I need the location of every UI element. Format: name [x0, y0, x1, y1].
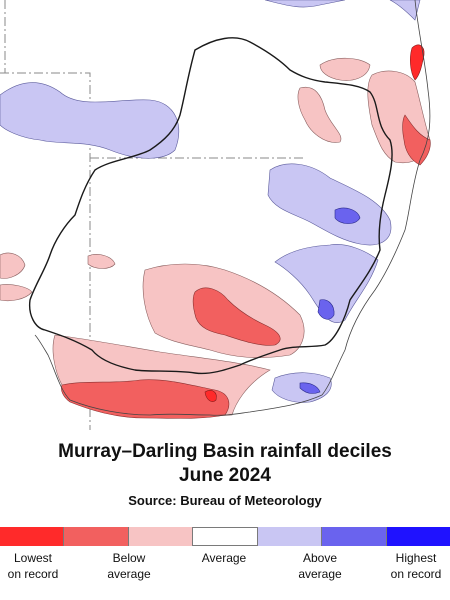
legend-label-line: Below [112, 551, 146, 565]
above-average-regions [0, 0, 421, 403]
legend-label-line: Average [201, 551, 247, 565]
basin-outline [28, 37, 393, 375]
legend-label-above: Above average [289, 550, 351, 582]
legend-label-line: on record [390, 567, 442, 581]
legend-swatch-below [128, 527, 194, 546]
legend-label-line: on record [7, 567, 59, 581]
very-much-below-regions [61, 114, 431, 419]
legend-swatch-above [257, 527, 323, 546]
legend-label-highest: Highest on record [384, 550, 448, 582]
source-credit: Source: Bureau of Meteorology [128, 493, 322, 508]
legend-swatch-very-much-above [322, 527, 387, 546]
coastline [34, 0, 431, 416]
legend-label-line: Lowest [13, 551, 53, 565]
map-subtitle-date: June 2024 [179, 465, 271, 486]
legend-swatch-average [193, 527, 258, 546]
legend-label-lowest: Lowest on record [2, 550, 64, 582]
legend-swatch-highest [386, 527, 450, 546]
legend-swatch-lowest [0, 527, 65, 546]
legend-label-line: Highest [395, 551, 437, 565]
lowest-on-record-regions [204, 44, 425, 402]
legend-swatch-very-much-below [64, 527, 129, 546]
legend-label-line: average [107, 567, 151, 581]
very-much-above-regions [299, 207, 361, 394]
legend-label-below: Below average [98, 550, 160, 582]
legend-label-average: Average [193, 550, 255, 566]
legend-label-line: average [298, 567, 342, 581]
legend-label-line: Above [302, 551, 338, 565]
map-title: Murray–Darling Basin rainfall deciles [58, 441, 392, 462]
decile-legend-bar [0, 527, 450, 546]
rainfall-decile-map [0, 0, 431, 430]
